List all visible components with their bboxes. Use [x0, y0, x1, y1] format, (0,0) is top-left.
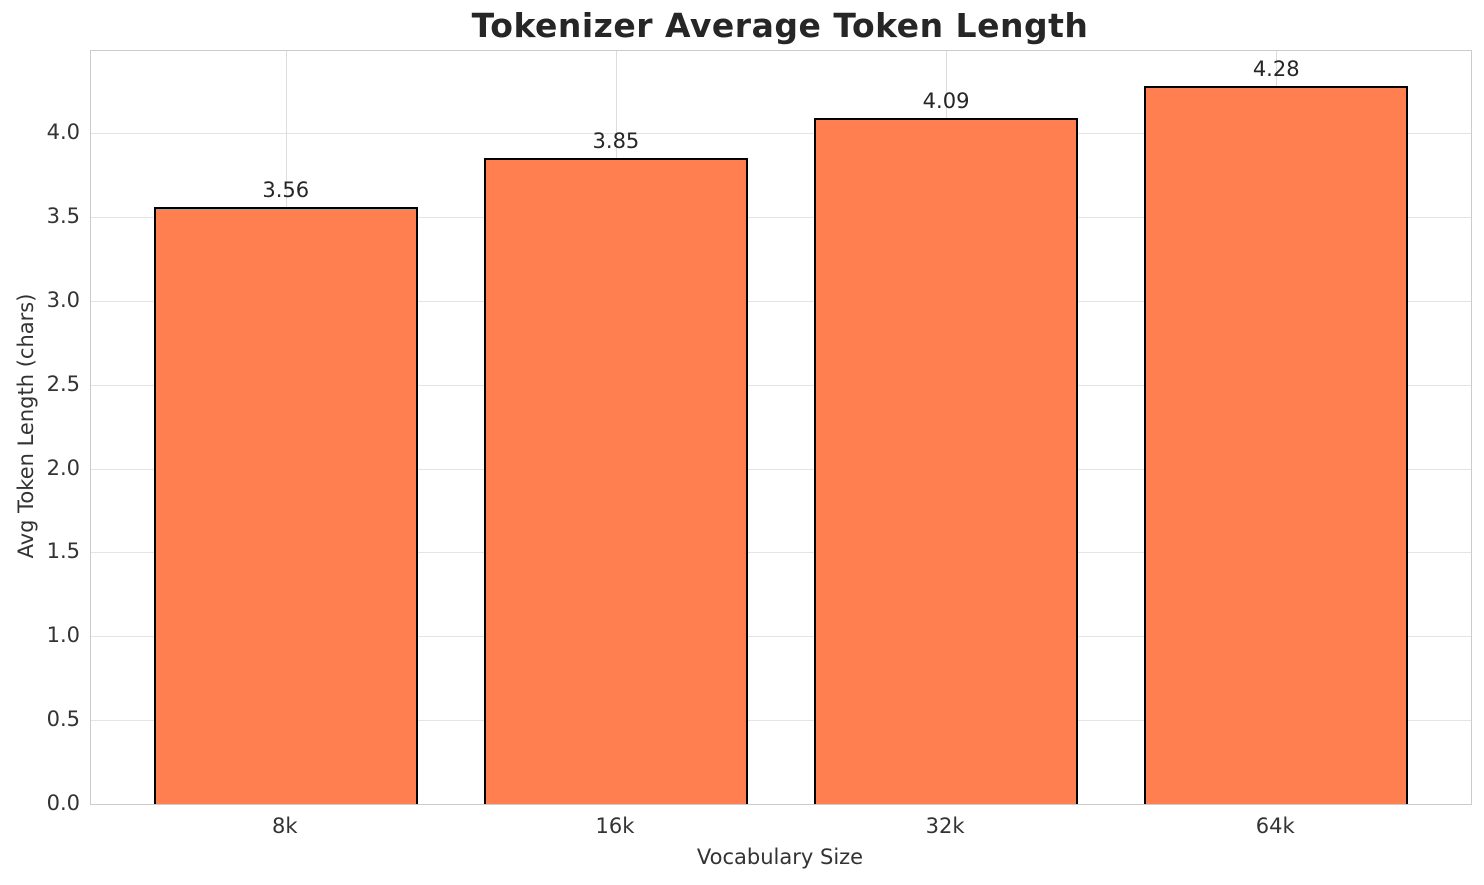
- y-gridline: [91, 217, 1471, 219]
- bar-32k: [814, 118, 1079, 804]
- y-tick-label: 1.0: [46, 623, 80, 648]
- bar-value-label: 3.85: [592, 129, 640, 154]
- x-tick-label-64k: 64k: [1255, 814, 1295, 838]
- y-tick-label: 1.5: [46, 539, 80, 564]
- y-tick-label: 3.5: [46, 204, 80, 229]
- bar-value-label: 4.28: [1252, 57, 1300, 82]
- y-tick-label: 2.0: [46, 455, 80, 480]
- bar-8k: [153, 206, 418, 804]
- bar-value-label: 4.09: [922, 89, 970, 114]
- plot-area: 3.56 3.85 4.09 4.28: [90, 50, 1472, 805]
- bar-value-label: 3.56: [262, 177, 310, 202]
- y-gridline: [91, 133, 1471, 135]
- y-gridline: [91, 384, 1471, 386]
- y-tick-label: 4.0: [46, 120, 80, 145]
- y-gridline: [91, 636, 1471, 638]
- y-axis-label: Avg Token Length (chars): [14, 293, 38, 559]
- y-tick-label: 0.5: [46, 707, 80, 732]
- y-tick-label: 2.5: [46, 371, 80, 396]
- chart-title: Tokenizer Average Token Length: [471, 6, 1089, 45]
- x-tick-label-8k: 8k: [272, 814, 298, 838]
- x-axis-label: Vocabulary Size: [696, 845, 864, 869]
- y-tick-label: 0.0: [46, 791, 80, 815]
- y-gridline: [91, 552, 1471, 554]
- y-gridline: [91, 720, 1471, 722]
- y-tick-label: 3.0: [46, 287, 80, 312]
- bar-16k: [483, 158, 748, 804]
- y-gridline: [91, 468, 1471, 470]
- bar-64k: [1144, 86, 1409, 804]
- x-tick-label-16k: 16k: [595, 814, 635, 838]
- x-tick-label-32k: 32k: [925, 814, 965, 838]
- y-gridline: [91, 300, 1471, 302]
